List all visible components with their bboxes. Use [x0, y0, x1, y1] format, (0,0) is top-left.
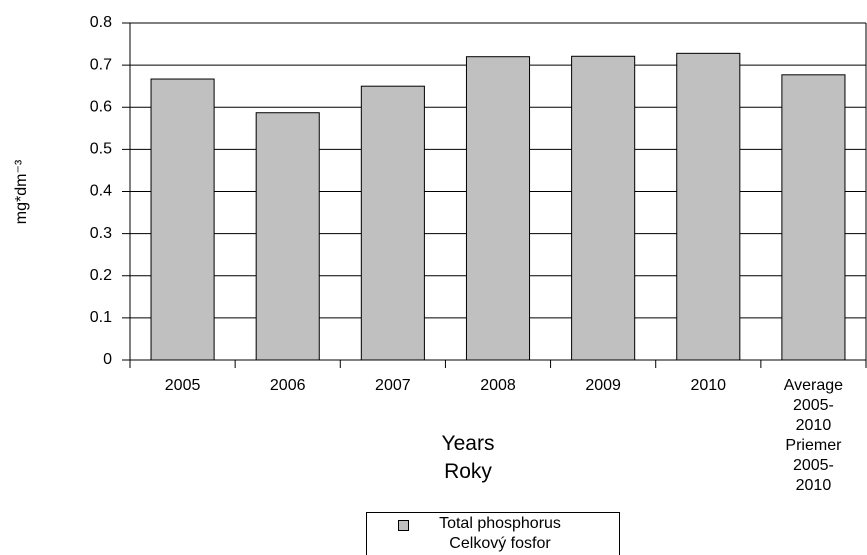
- bar: [781, 74, 846, 361]
- y-tick-label: 0.6: [90, 98, 112, 115]
- y-axis-label: mg*dm⁻³: [13, 159, 30, 224]
- bar: [571, 55, 636, 361]
- y-tick-label: 0.8: [90, 14, 112, 31]
- x-tick-label: 2009: [585, 377, 621, 394]
- y-tick-label: 0.5: [90, 141, 112, 158]
- x-tick-label: 2010: [690, 377, 727, 394]
- y-tick-label: 0.4: [90, 183, 112, 200]
- legend: [366, 512, 620, 555]
- bar: [360, 85, 425, 361]
- y-tick-label: 0.7: [90, 56, 112, 73]
- x-tick-label: Average 2005-2010 Priemer 2005-2010: [783, 377, 844, 494]
- x-tick-label: 2007: [375, 377, 411, 394]
- bar: [255, 112, 320, 361]
- x-tick-label: 2006: [269, 377, 306, 394]
- y-tick-label: 0.3: [90, 225, 112, 242]
- y-tick-label: 0.2: [90, 267, 112, 284]
- legend-swatch: [398, 520, 409, 531]
- bar: [465, 56, 531, 361]
- x-tick-label: 2008: [480, 377, 516, 394]
- x-tick-label: 2005: [164, 377, 201, 394]
- bar: [676, 52, 741, 361]
- x-axis-label: Years Roky: [441, 432, 495, 483]
- y-tick-label: 0.1: [90, 309, 112, 326]
- bar: [150, 78, 215, 361]
- legend-label: Total phosphorus Celkový fosfor: [439, 515, 561, 552]
- y-tick-label: 0: [103, 351, 112, 368]
